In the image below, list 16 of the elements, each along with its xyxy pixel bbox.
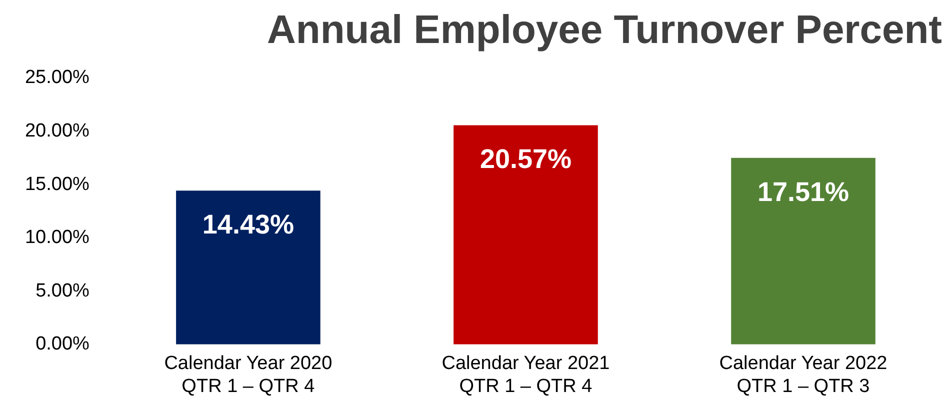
y-tick-label: 5.00% — [36, 280, 90, 302]
chart-title: Annual Employee Turnover Percent — [267, 8, 942, 52]
y-tick-label: 10.00% — [24, 227, 90, 248]
data-label: 17.51% — [757, 176, 850, 207]
bar — [454, 125, 598, 344]
bar — [731, 158, 876, 344]
data-label: 14.43% — [202, 210, 294, 240]
y-tick-label: 20.00% — [24, 120, 90, 142]
y-tick-label: 25.00% — [24, 67, 90, 88]
x-tick-label: Calendar Year 2020 QTR 1 – QTR 4 — [164, 353, 332, 397]
x-tick-label: Calendar Year 2022 QTR 1 – QTR 3 — [719, 353, 888, 397]
y-tick-label: 15.00% — [24, 174, 90, 195]
data-label: 20.57% — [480, 144, 572, 174]
x-tick-label: Calendar Year 2021 QTR 1 – QTR 4 — [442, 353, 610, 397]
bar — [176, 190, 320, 344]
y-tick-label: 0.00% — [36, 334, 90, 355]
